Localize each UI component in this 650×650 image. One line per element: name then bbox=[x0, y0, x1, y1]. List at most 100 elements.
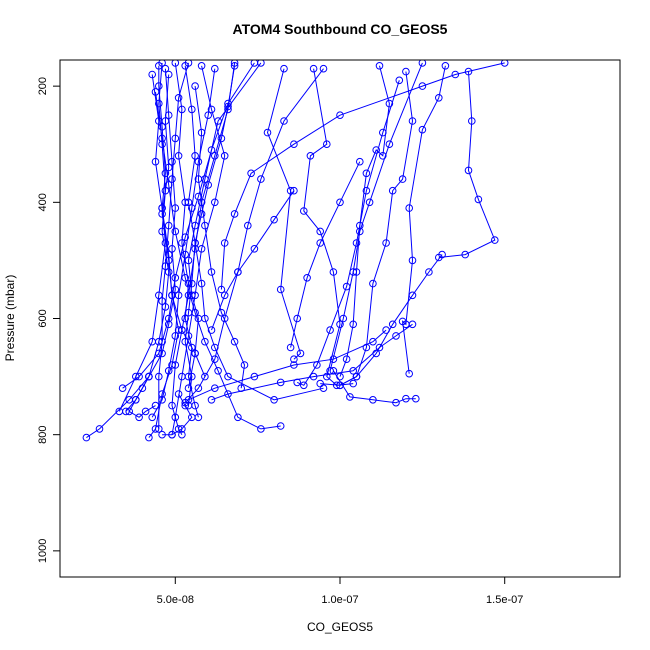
data-point bbox=[412, 394, 420, 403]
x-tick-label: 1.0e-07 bbox=[321, 594, 358, 606]
data-point bbox=[148, 70, 156, 79]
data-point bbox=[155, 349, 163, 358]
data-point bbox=[178, 372, 186, 381]
data-point bbox=[230, 62, 239, 70]
data-point bbox=[164, 314, 173, 323]
profile-series bbox=[217, 60, 509, 294]
data-point bbox=[418, 60, 427, 67]
series-line bbox=[128, 376, 156, 418]
series-line bbox=[184, 65, 236, 406]
data-point bbox=[171, 60, 180, 67]
data-point bbox=[339, 314, 348, 323]
profile-series bbox=[336, 250, 446, 390]
data-point bbox=[191, 221, 199, 230]
data-point bbox=[349, 320, 358, 329]
data-point bbox=[171, 227, 180, 236]
data-point bbox=[276, 285, 285, 294]
data-point bbox=[392, 332, 400, 340]
data-point bbox=[250, 245, 259, 253]
data-point bbox=[398, 175, 407, 183]
data-point bbox=[402, 394, 410, 403]
data-point bbox=[125, 407, 133, 416]
data-point bbox=[161, 169, 170, 178]
data-point bbox=[155, 62, 163, 70]
data-point bbox=[408, 256, 417, 265]
data-point bbox=[207, 396, 216, 404]
data-point bbox=[356, 221, 364, 230]
data-point bbox=[382, 239, 390, 247]
data-point bbox=[178, 425, 186, 433]
data-point bbox=[211, 384, 219, 393]
data-point bbox=[336, 320, 344, 329]
data-point bbox=[191, 152, 199, 160]
data-point bbox=[392, 398, 400, 407]
data-point bbox=[379, 128, 387, 137]
series-line bbox=[122, 62, 255, 389]
data-point bbox=[155, 99, 163, 108]
series-line bbox=[184, 68, 324, 404]
data-point bbox=[161, 239, 170, 247]
data-point bbox=[220, 314, 229, 323]
data-point bbox=[408, 320, 417, 329]
data-point bbox=[184, 256, 193, 265]
data-point bbox=[115, 407, 124, 416]
data-point bbox=[336, 198, 344, 207]
data-point bbox=[188, 279, 196, 288]
data-point bbox=[194, 157, 203, 166]
data-point bbox=[362, 186, 371, 195]
y-tick-label: 600 bbox=[37, 309, 49, 327]
data-point bbox=[425, 268, 433, 276]
data-point bbox=[191, 82, 199, 90]
data-point bbox=[385, 140, 394, 148]
data-point bbox=[197, 245, 206, 253]
profile-series bbox=[151, 88, 285, 433]
x-axis: 5.0e-08 1.0e-07 1.5e-07 bbox=[157, 576, 523, 606]
data-point bbox=[207, 268, 216, 276]
profile-series bbox=[184, 60, 265, 393]
data-point bbox=[244, 221, 252, 230]
data-point bbox=[257, 60, 265, 67]
data-point bbox=[184, 198, 193, 207]
data-point bbox=[168, 401, 176, 410]
y-tick-label: 800 bbox=[37, 426, 49, 444]
data-point bbox=[197, 279, 206, 288]
data-point bbox=[395, 76, 404, 85]
data-point bbox=[181, 274, 189, 282]
data-point bbox=[194, 384, 203, 393]
data-point bbox=[151, 401, 160, 410]
data-point bbox=[408, 117, 417, 125]
profile-series bbox=[184, 326, 390, 404]
series-line bbox=[339, 254, 443, 386]
data-point bbox=[290, 186, 298, 195]
series-line bbox=[438, 71, 496, 258]
data-point bbox=[171, 274, 180, 282]
data-point bbox=[204, 111, 212, 119]
data-point bbox=[326, 367, 334, 375]
data-point bbox=[375, 343, 384, 352]
y-tick-label: 400 bbox=[37, 193, 49, 211]
data-point bbox=[158, 134, 166, 143]
data-point bbox=[164, 268, 173, 276]
data-point bbox=[168, 175, 176, 183]
data-point bbox=[388, 320, 397, 329]
data-point bbox=[286, 343, 295, 352]
data-point bbox=[435, 94, 443, 102]
data-point bbox=[250, 372, 259, 381]
profile-series bbox=[329, 367, 420, 407]
data-point bbox=[290, 140, 298, 148]
data-point bbox=[171, 134, 180, 143]
series-line bbox=[151, 74, 206, 377]
data-point bbox=[217, 134, 226, 143]
profile-series bbox=[207, 186, 298, 334]
data-point bbox=[240, 361, 249, 369]
data-point bbox=[270, 215, 278, 224]
series-line bbox=[151, 68, 216, 418]
data-point bbox=[188, 291, 196, 300]
series-line bbox=[303, 68, 354, 386]
data-point bbox=[309, 64, 318, 73]
profile-series bbox=[181, 64, 328, 407]
data-point bbox=[181, 401, 189, 410]
data-point bbox=[290, 355, 298, 364]
data-point bbox=[230, 337, 239, 346]
data-point bbox=[326, 326, 334, 334]
